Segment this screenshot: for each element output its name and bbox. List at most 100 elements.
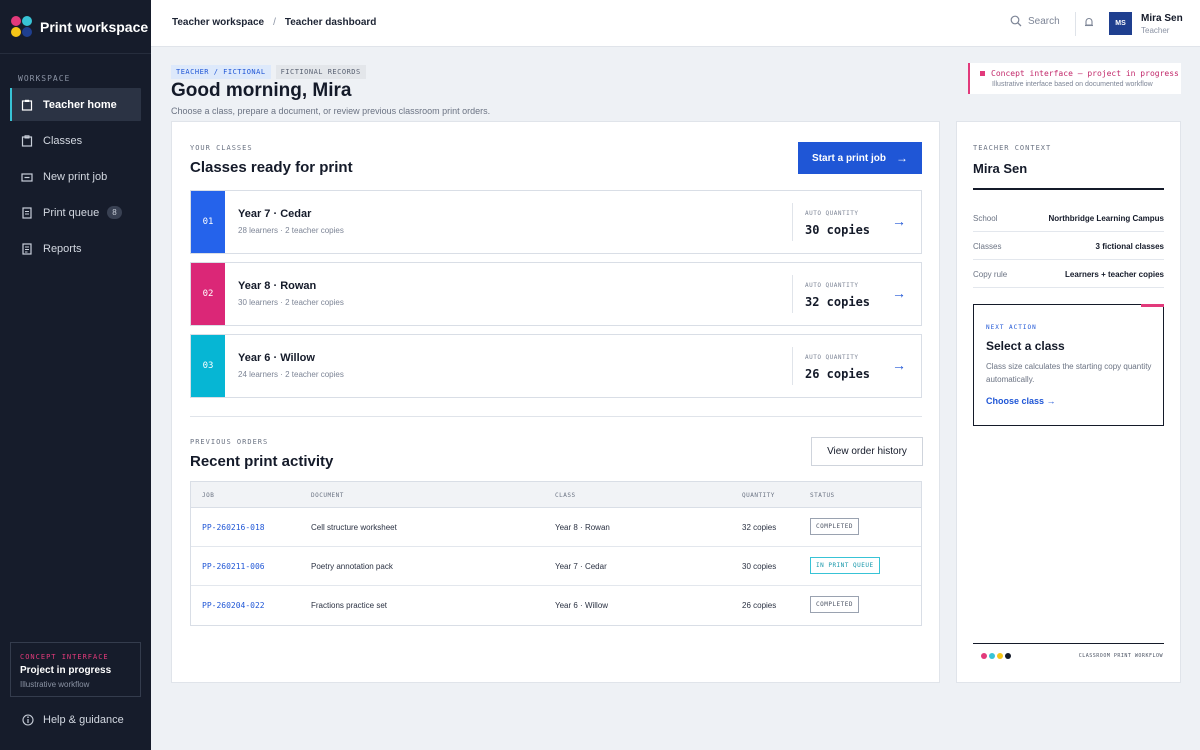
dot-yellow bbox=[997, 653, 1003, 659]
class-name: Year 6 · Willow bbox=[238, 352, 315, 364]
user-name[interactable]: Mira Sen bbox=[1141, 13, 1183, 24]
class-row-year7-cedar[interactable]: 01 Year 7 · Cedar 28 learners · 2 teache… bbox=[190, 190, 922, 254]
context-key: Copy rule bbox=[973, 270, 1008, 279]
start-print-job-button[interactable]: Start a print job → bbox=[798, 142, 922, 174]
search-icon bbox=[1010, 15, 1022, 27]
teacher-context-card: TEACHER CONTEXT Mira Sen School Northbri… bbox=[956, 121, 1181, 683]
page-subtitle: Choose a class, prepare a document, or r… bbox=[171, 106, 491, 116]
footer-rule bbox=[973, 643, 1164, 644]
sidebar-item-reports[interactable]: Reports bbox=[10, 232, 141, 265]
class-meta: 30 learners · 2 teacher copies bbox=[238, 298, 344, 307]
breadcrumb-separator: / bbox=[273, 17, 276, 28]
class-cell: Year 8 · Rowan bbox=[555, 523, 610, 532]
sidebar: Print workspace WORKSPACE Teacher home C… bbox=[0, 0, 151, 750]
dot-cyan bbox=[989, 653, 995, 659]
quantity-cell: 30 copies bbox=[742, 562, 777, 571]
page-tags: TEACHER / FICTIONAL FICTIONAL RECORDS bbox=[171, 65, 371, 79]
table-row[interactable]: PP-260204-022 Fractions practice set Yea… bbox=[191, 586, 921, 625]
auto-quantity-value: 26 copies bbox=[805, 367, 871, 381]
info-icon bbox=[22, 714, 34, 726]
choose-class-link[interactable]: Choose class → bbox=[986, 396, 1056, 406]
class-row-year6-willow[interactable]: 03 Year 6 · Willow 24 learners · 2 teach… bbox=[190, 334, 922, 398]
context-key: School bbox=[973, 214, 998, 223]
start-print-job-label: Start a print job bbox=[812, 152, 886, 164]
sidebar-item-print-queue[interactable]: Print queue 8 bbox=[10, 196, 141, 229]
classes-title: Classes ready for print bbox=[190, 159, 353, 176]
next-action-box: NEXT ACTION Select a class Class size ca… bbox=[973, 304, 1164, 426]
next-action-text: Class size calculates the starting copy … bbox=[986, 362, 1152, 384]
class-row-year8-rowan[interactable]: 02 Year 8 · Rowan 30 learners · 2 teache… bbox=[190, 262, 922, 326]
class-meta: 24 learners · 2 teacher copies bbox=[238, 370, 344, 379]
quantity-cell: 26 copies bbox=[742, 601, 777, 610]
context-rule bbox=[973, 188, 1164, 190]
concept-kicker: CONCEPT INTERFACE bbox=[20, 653, 109, 661]
document-cell: Cell structure worksheet bbox=[311, 523, 397, 532]
class-meta: 28 learners · 2 teacher copies bbox=[238, 226, 344, 235]
class-cell: Year 7 · Cedar bbox=[555, 562, 607, 571]
logo-icon bbox=[11, 15, 33, 38]
class-number: 02 bbox=[191, 263, 225, 325]
breadcrumb: Teacher workspace / Teacher dashboard bbox=[172, 17, 376, 28]
context-kicker: TEACHER CONTEXT bbox=[973, 144, 1052, 152]
column-header-document: DOCUMENT bbox=[311, 492, 344, 499]
clipboard-icon bbox=[21, 134, 33, 147]
bell-icon bbox=[1085, 18, 1093, 27]
search-button[interactable]: Search bbox=[1010, 15, 1060, 27]
help-label: Help & guidance bbox=[43, 714, 124, 726]
concept-subtitle: Illustrative workflow bbox=[20, 680, 90, 689]
view-order-history-button[interactable]: View order history bbox=[811, 437, 923, 466]
class-number: 01 bbox=[191, 191, 225, 253]
orders-title: Recent print activity bbox=[190, 453, 334, 470]
sidebar-section-label: WORKSPACE bbox=[18, 74, 71, 83]
column-header-class: CLASS bbox=[555, 492, 576, 499]
concept-banner-title: Concept interface — project in progress bbox=[980, 69, 1181, 78]
class-row-divider bbox=[792, 347, 793, 385]
sidebar-item-label: Print queue bbox=[43, 206, 100, 219]
brand-name: Print workspace bbox=[40, 18, 149, 35]
footer-label: CLASSROOM PRINT WORKFLOW bbox=[1078, 653, 1163, 659]
breadcrumb-teacher-workspace[interactable]: Teacher workspace bbox=[172, 17, 265, 28]
arrow-right-icon[interactable]: → bbox=[892, 357, 906, 373]
arrow-right-icon[interactable]: → bbox=[892, 213, 906, 229]
context-row-classes: Classes 3 fictional classes bbox=[973, 232, 1164, 260]
context-row-school: School Northbridge Learning Campus bbox=[973, 204, 1164, 232]
status-badge: COMPLETED bbox=[810, 596, 860, 613]
table-row[interactable]: PP-260216-018 Cell structure worksheet Y… bbox=[191, 508, 921, 547]
concept-notice: CONCEPT INTERFACE Project in progress Il… bbox=[10, 642, 141, 697]
concept-banner: Concept interface — project in progress … bbox=[968, 63, 1181, 94]
job-id-link[interactable]: PP-260216-018 bbox=[202, 523, 265, 532]
job-id-link[interactable]: PP-260211-006 bbox=[202, 562, 265, 571]
sidebar-item-label: New print job bbox=[43, 170, 108, 183]
class-name: Year 8 · Rowan bbox=[238, 280, 317, 292]
classes-card: YOUR CLASSES Classes ready for print Sta… bbox=[171, 121, 940, 683]
sidebar-item-classes[interactable]: Classes bbox=[10, 124, 141, 157]
class-cell: Year 6 · Willow bbox=[555, 601, 609, 610]
printer-icon bbox=[21, 171, 33, 183]
brand[interactable]: Print workspace bbox=[0, 0, 151, 54]
column-header-status: STATUS bbox=[810, 492, 835, 499]
auto-quantity-label: AUTO QUANTITY bbox=[805, 354, 859, 361]
dot-pink bbox=[981, 653, 987, 659]
avatar[interactable]: MS bbox=[1109, 12, 1132, 35]
print-queue-count-badge: 8 bbox=[107, 206, 122, 219]
section-divider bbox=[190, 416, 922, 417]
arrow-right-icon[interactable]: → bbox=[892, 285, 906, 301]
job-id-link[interactable]: PP-260204-022 bbox=[202, 601, 265, 610]
class-number: 03 bbox=[191, 335, 225, 397]
class-row-divider bbox=[792, 203, 793, 241]
orders-kicker: PREVIOUS ORDERS bbox=[190, 438, 269, 446]
table-row[interactable]: PP-260211-006 Poetry annotation pack Yea… bbox=[191, 547, 921, 586]
sidebar-nav: Teacher home Classes New print job Print… bbox=[0, 88, 151, 265]
context-value: Learners + teacher copies bbox=[1065, 270, 1164, 279]
notifications-button[interactable] bbox=[1083, 16, 1095, 34]
context-row-copy-rule: Copy rule Learners + teacher copies bbox=[973, 260, 1164, 288]
home-icon bbox=[21, 99, 33, 111]
quantity-cell: 32 copies bbox=[742, 523, 777, 532]
topbar-divider bbox=[1075, 12, 1076, 36]
sidebar-item-teacher-home[interactable]: Teacher home bbox=[10, 88, 141, 121]
auto-quantity-value: 30 copies bbox=[805, 223, 871, 237]
user-role: Teacher bbox=[1141, 26, 1170, 35]
report-icon bbox=[21, 242, 33, 255]
sidebar-item-new-print-job[interactable]: New print job bbox=[10, 160, 141, 193]
help-link[interactable]: Help & guidance bbox=[22, 714, 124, 726]
